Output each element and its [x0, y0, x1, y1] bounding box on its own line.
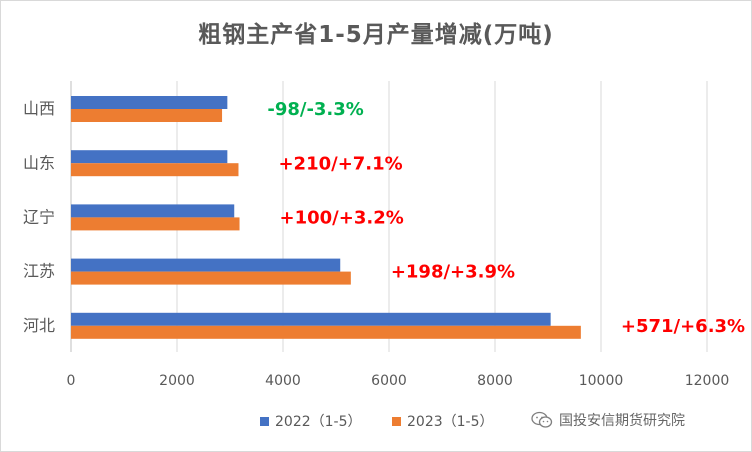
- y-category-label: 山西: [23, 99, 55, 118]
- chart-title: 粗钢主产省1-5月产量增减(万吨): [198, 22, 554, 48]
- bar-2023: [71, 163, 239, 177]
- legend-swatch: [260, 416, 269, 426]
- change-annotation: +571/+6.3%: [621, 316, 745, 337]
- bar-2022: [71, 258, 341, 272]
- chart-legend: 2022（1-5） 2023（1-5）: [1, 411, 751, 435]
- y-category-label: 江苏: [23, 262, 55, 281]
- bar-2022: [71, 150, 228, 164]
- y-category-label: 河北: [23, 316, 55, 335]
- bar-2023: [71, 217, 240, 231]
- bar-2022: [71, 312, 551, 326]
- bar-2022: [71, 96, 228, 109]
- change-annotation: +100/+3.2%: [280, 208, 404, 229]
- x-tick-label: 6000: [371, 373, 407, 389]
- legend-item: 2023（1-5）: [392, 411, 494, 431]
- wechat-icon: [531, 411, 553, 428]
- x-tick-label: 2000: [159, 373, 195, 389]
- bar-2023: [71, 109, 223, 122]
- bar-2022: [71, 204, 235, 218]
- watermark-text: 国投安信期货研究院: [559, 413, 685, 429]
- x-tick-label: 10000: [579, 373, 624, 389]
- bar-2023: [71, 325, 581, 339]
- bar-2023: [71, 271, 351, 285]
- legend-label: 2023（1-5）: [407, 414, 494, 430]
- legend-swatch: [392, 416, 401, 426]
- x-tick-label: 4000: [265, 373, 301, 389]
- x-tick-label: 8000: [477, 373, 513, 389]
- x-tick-label: 0: [67, 373, 76, 389]
- legend-label: 2022（1-5）: [275, 414, 362, 430]
- legend-item: 2022（1-5）: [260, 411, 362, 431]
- y-category-label: 辽宁: [23, 208, 55, 227]
- change-annotation: -98/-3.3%: [267, 99, 364, 120]
- change-annotation: +198/+3.9%: [391, 262, 515, 283]
- change-annotation: +210/+7.1%: [278, 153, 402, 174]
- y-category-label: 山东: [23, 153, 55, 172]
- x-tick-label: 12000: [685, 373, 730, 389]
- watermark: 国投安信期货研究院: [531, 410, 685, 430]
